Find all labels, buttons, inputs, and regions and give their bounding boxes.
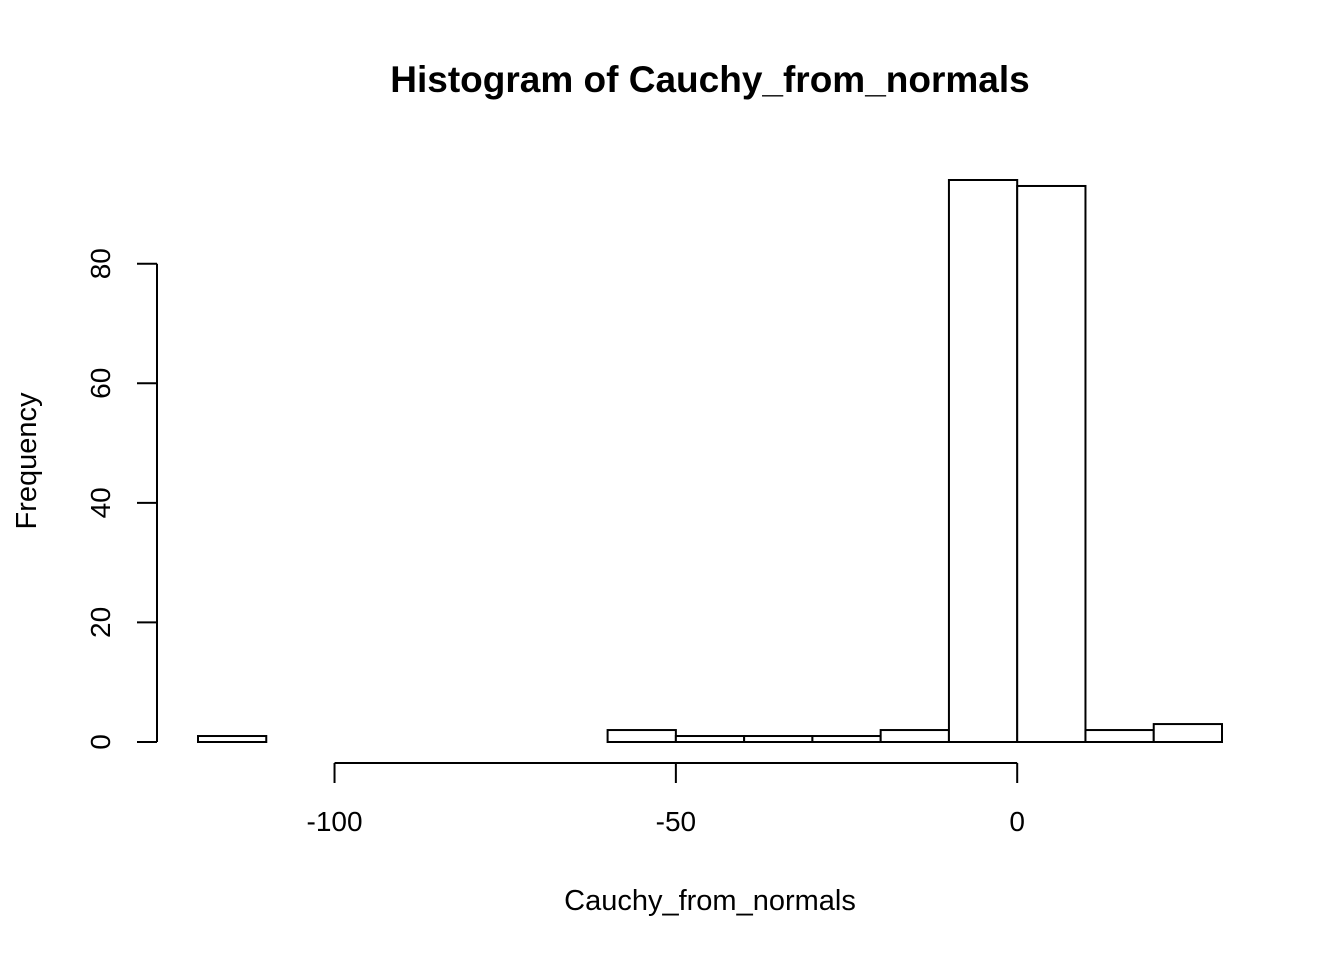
histogram-bar [606,729,677,743]
histogram-bar [1152,723,1223,744]
x-tick-label: -100 [307,806,363,837]
y-axis: 0 20 40 60 80 [85,248,158,750]
bars-layer [197,179,1223,744]
x-axis-label: Cauchy_from_normals [564,885,856,917]
histogram-bar [879,729,950,743]
histogram-bar [947,179,1019,743]
y-tick-label: 40 [85,487,116,518]
histogram-bar [1016,184,1087,744]
y-tick-label: 60 [85,368,116,399]
histogram-bar [197,735,268,744]
histogram-bar [811,735,882,744]
chart-title: Histogram of Cauchy_from_normals [390,59,1029,100]
y-tick-label: 80 [85,248,116,279]
y-axis-label: Frequency [11,392,43,530]
histogram-bar [1084,729,1155,743]
histogram-bar [743,735,814,744]
histogram-bar [674,735,746,744]
x-axis: -100 -50 0 [307,762,1025,837]
y-tick-label: 20 [85,607,116,638]
x-tick-label: 0 [1009,806,1025,837]
y-tick-label: 0 [85,734,116,750]
x-tick-label: -50 [656,806,696,837]
